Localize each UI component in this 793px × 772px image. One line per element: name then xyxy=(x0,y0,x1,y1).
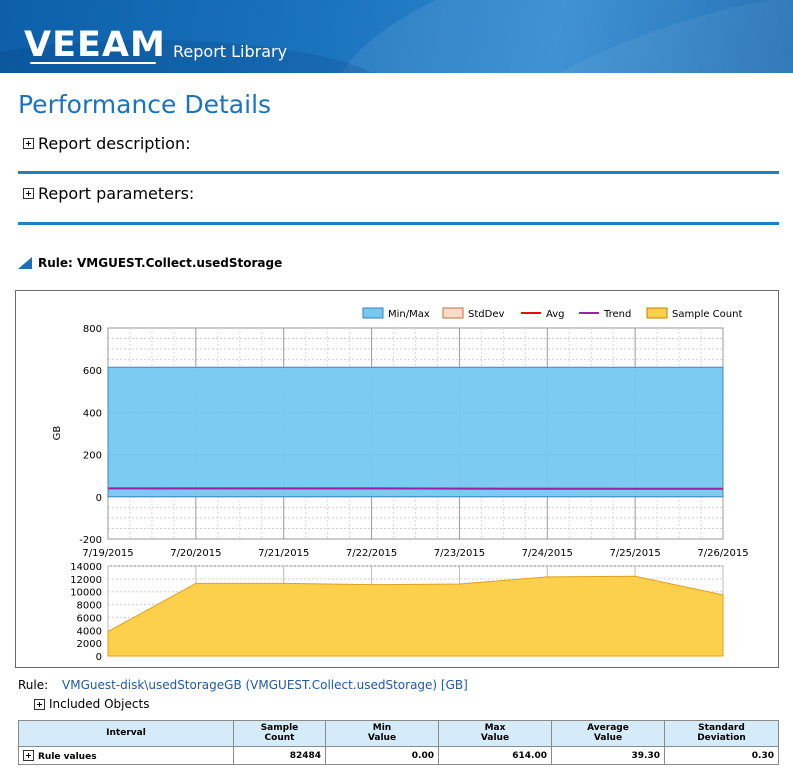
rule-values-table: Interval Sample Count Min Value Max Valu… xyxy=(18,720,779,765)
y-tick-label: -200 xyxy=(79,535,102,546)
veeam-logo: VEEAM xyxy=(24,25,166,65)
report-banner: VEEAM Report Library xyxy=(0,0,793,73)
x-tick-label: 7/23/2015 xyxy=(434,548,485,559)
cell-sample-count: 82484 xyxy=(233,746,326,765)
rule-header: Rule: VMGUEST.Collect.usedStorage xyxy=(18,256,282,270)
y-tick-label: 12000 xyxy=(70,575,102,586)
legend-label: Trend xyxy=(603,309,631,320)
y-tick-label: 10000 xyxy=(70,588,102,599)
report-parameters-toggle[interactable]: Report parameters: xyxy=(18,184,779,203)
report-description-label: Report description: xyxy=(38,134,191,153)
veeam-logo-underline xyxy=(30,62,156,64)
rule-line: Rule: VMGuest-disk\usedStorageGB (VMGUEST… xyxy=(18,678,468,692)
y-tick-label: 200 xyxy=(83,451,102,462)
x-tick-label: 7/20/2015 xyxy=(170,548,221,559)
y-axis-label: GB xyxy=(52,426,63,441)
report-description-section[interactable]: Report description: xyxy=(18,134,779,153)
col-min-value: Min Value xyxy=(325,720,439,747)
table-header-row: Interval Sample Count Min Value Max Valu… xyxy=(18,720,779,747)
x-tick-label: 7/19/2015 xyxy=(82,548,133,559)
col-average-value: Average Value xyxy=(551,720,665,747)
col-sample-count: Sample Count xyxy=(233,720,326,747)
x-tick-label: 7/22/2015 xyxy=(346,548,397,559)
x-tick-label: 7/26/2015 xyxy=(697,548,748,559)
minmax-area xyxy=(107,366,724,498)
interval-label: Rule values xyxy=(38,751,97,762)
report-parameters-label: Report parameters: xyxy=(38,184,195,203)
cell-interval[interactable]: Rule values xyxy=(18,746,234,765)
performance-chart: Min/Max StdDev Avg Trend Sample Count -200 0 20… xyxy=(15,290,779,668)
y-tick-label: 2000 xyxy=(77,639,102,650)
page-title: Performance Details xyxy=(18,90,272,119)
y-tick-label: 6000 xyxy=(77,613,102,624)
expand-icon[interactable] xyxy=(23,749,34,761)
col-interval: Interval xyxy=(18,720,234,747)
legend-swatch xyxy=(362,307,384,319)
rule-link[interactable]: VMGuest-disk\usedStorageGB (VMGUEST.Coll… xyxy=(62,678,468,692)
legend-label: Sample Count xyxy=(672,309,742,320)
legend-label: Min/Max xyxy=(388,309,430,320)
legend-swatch xyxy=(646,307,668,319)
cell-average-value: 39.30 xyxy=(551,746,665,765)
banner-title: Report Library xyxy=(173,42,288,61)
chart-legend: Min/Max StdDev Avg Trend Sample Count xyxy=(362,307,742,320)
rule-header-label: Rule: VMGUEST.Collect.usedStorage xyxy=(38,256,283,270)
expand-icon[interactable] xyxy=(23,138,34,149)
cell-standard-deviation: 0.30 xyxy=(664,746,779,765)
cell-max-value: 614.00 xyxy=(438,746,552,765)
sample-count-area xyxy=(107,575,724,657)
main-plot: -200 0 200 400 600 800 GB 7/19/2015 7/20/2015 7/2… xyxy=(52,324,749,559)
legend-swatch xyxy=(442,307,464,319)
expand-icon[interactable] xyxy=(34,698,45,710)
collapse-triangle-icon[interactable] xyxy=(18,257,32,269)
section-divider xyxy=(18,222,779,225)
legend-label: Avg xyxy=(546,309,565,320)
expand-icon[interactable] xyxy=(23,188,34,199)
x-tick-label: 7/24/2015 xyxy=(522,548,573,559)
included-objects-toggle[interactable]: Included Objects xyxy=(34,697,149,711)
report-description-toggle[interactable]: Report description: xyxy=(18,134,779,153)
y-tick-label: 4000 xyxy=(77,626,102,637)
y-tick-label: 600 xyxy=(83,366,102,377)
y-tick-label: 8000 xyxy=(77,601,102,612)
y-tick-label: 400 xyxy=(83,408,102,419)
section-divider xyxy=(18,171,779,174)
x-tick-label: 7/21/2015 xyxy=(258,548,309,559)
included-objects-label: Included Objects xyxy=(49,697,150,711)
legend-label: StdDev xyxy=(468,309,504,320)
y-tick-label: 14000 xyxy=(70,562,102,573)
x-tick-label: 7/25/2015 xyxy=(610,548,661,559)
trend-line xyxy=(107,487,724,490)
y-tick-label: 0 xyxy=(96,493,102,504)
y-tick-label: 0 xyxy=(96,652,102,663)
col-standard-deviation: Standard Deviation xyxy=(664,720,779,747)
cell-min-value: 0.00 xyxy=(325,746,439,765)
report-parameters-section[interactable]: Report parameters: xyxy=(18,184,779,203)
table-row[interactable]: Rule values 82484 0.00 614.00 39.30 0.30 xyxy=(18,746,779,765)
rule-label: Rule: xyxy=(18,678,49,692)
y-tick-label: 800 xyxy=(83,324,102,335)
col-max-value: Max Value xyxy=(438,720,552,747)
performance-chart-svg: Min/Max StdDev Avg Trend Sample Count -200 0 20… xyxy=(52,307,749,663)
